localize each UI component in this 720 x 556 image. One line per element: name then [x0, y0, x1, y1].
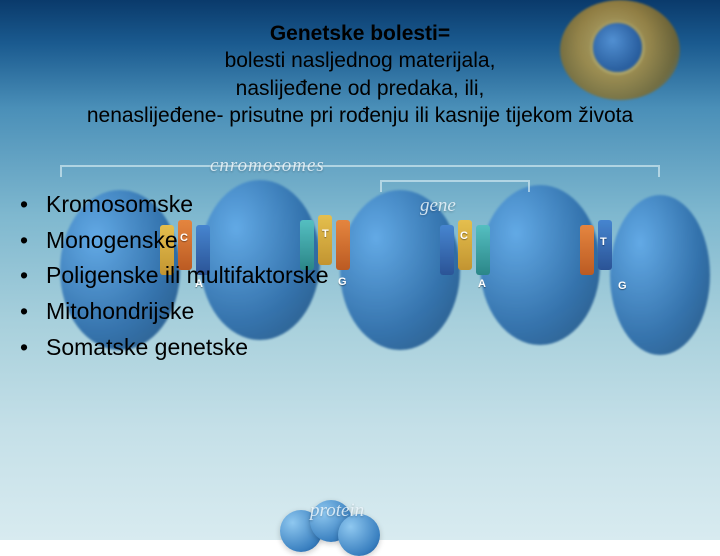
slide-content: Genetske bolesti= bolesti nasljednog mat… [0, 0, 720, 365]
list-item-label: Kromosomske [46, 187, 193, 223]
slide-title: Genetske bolesti= [0, 20, 720, 47]
bullet-icon: • [20, 223, 46, 259]
bullet-icon: • [20, 294, 46, 330]
list-item-label: Mitohondrijske [46, 294, 194, 330]
list-item-label: Somatske genetske [46, 330, 248, 366]
header-line: naslijeđene od predaka, ili, [0, 75, 720, 102]
list-item: • Poligenske ili multifaktorske [20, 258, 720, 294]
list-item: • Somatske genetske [20, 330, 720, 366]
list-item: • Monogenske [20, 223, 720, 259]
header-line: bolesti nasljednog materijala, [0, 47, 720, 74]
header-line: nenaslijeđene- prisutne pri rođenju ili … [0, 102, 720, 129]
bullet-icon: • [20, 258, 46, 294]
list-item: • Kromosomske [20, 187, 720, 223]
list-item-label: Poligenske ili multifaktorske [46, 258, 329, 294]
category-list: • Kromosomske • Monogenske • Poligenske … [0, 187, 720, 365]
slide-header: Genetske bolesti= bolesti nasljednog mat… [0, 20, 720, 129]
list-item: • Mitohondrijske [20, 294, 720, 330]
bg-label-protein: protein [310, 500, 364, 522]
bullet-icon: • [20, 330, 46, 366]
list-item-label: Monogenske [46, 223, 178, 259]
bullet-icon: • [20, 187, 46, 223]
